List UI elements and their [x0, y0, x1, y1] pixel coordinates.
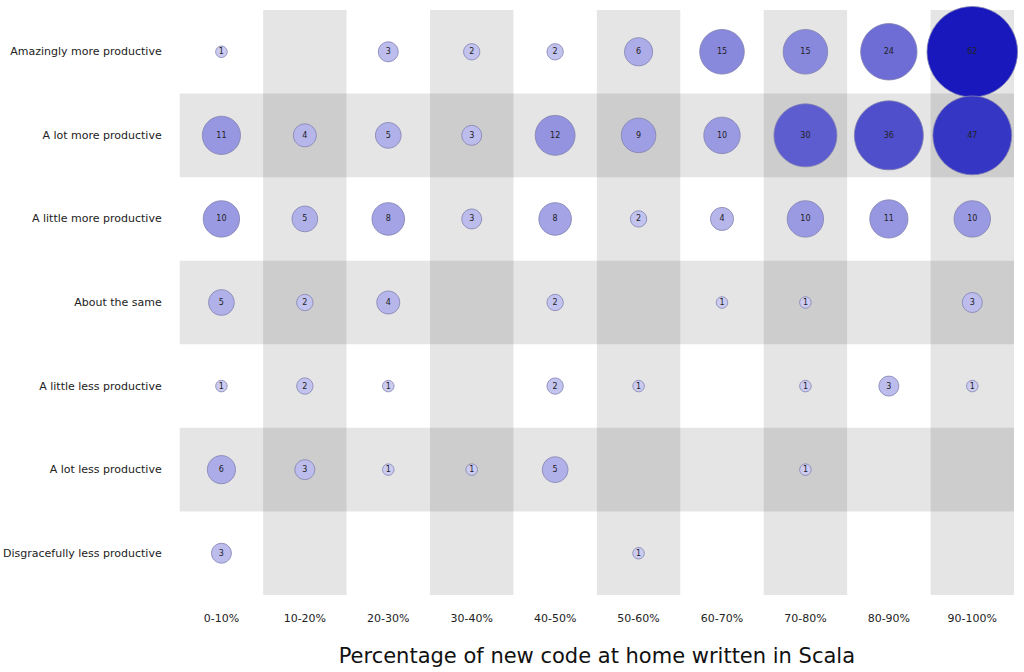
svg-text:10: 10	[216, 214, 226, 223]
svg-text:80-90%: 80-90%	[868, 612, 910, 625]
svg-text:2: 2	[469, 47, 474, 56]
svg-text:20-30%: 20-30%	[367, 612, 409, 625]
svg-text:24: 24	[884, 47, 894, 56]
svg-text:15: 15	[800, 47, 810, 56]
svg-text:A lot more productive: A lot more productive	[42, 129, 161, 142]
svg-text:1: 1	[803, 465, 808, 474]
svg-text:3: 3	[469, 131, 474, 140]
svg-text:11: 11	[216, 131, 226, 140]
svg-text:5: 5	[386, 131, 391, 140]
svg-text:Amazingly more productive: Amazingly more productive	[10, 45, 162, 58]
svg-text:36: 36	[884, 131, 894, 140]
svg-text:0-10%: 0-10%	[204, 612, 239, 625]
svg-text:2: 2	[553, 47, 558, 56]
svg-text:5: 5	[302, 214, 307, 223]
svg-text:10: 10	[800, 214, 810, 223]
svg-text:8: 8	[386, 214, 391, 223]
svg-text:4: 4	[386, 298, 391, 307]
svg-text:2: 2	[553, 298, 558, 307]
svg-text:6: 6	[636, 47, 641, 56]
svg-text:1: 1	[803, 298, 808, 307]
svg-text:15: 15	[717, 47, 727, 56]
svg-text:30-40%: 30-40%	[450, 612, 492, 625]
svg-text:10-20%: 10-20%	[284, 612, 326, 625]
svg-text:12: 12	[550, 131, 560, 140]
svg-text:60-70%: 60-70%	[701, 612, 743, 625]
svg-text:A little less productive: A little less productive	[39, 380, 162, 393]
svg-text:30: 30	[800, 131, 810, 140]
svg-text:3: 3	[469, 214, 474, 223]
svg-text:Percentage of new code at home: Percentage of new code at home written i…	[339, 644, 855, 668]
svg-text:11: 11	[884, 214, 894, 223]
svg-text:2: 2	[636, 214, 641, 223]
svg-text:1: 1	[719, 298, 724, 307]
svg-text:4: 4	[719, 214, 724, 223]
svg-text:1: 1	[803, 382, 808, 391]
svg-text:2: 2	[302, 382, 307, 391]
svg-text:9: 9	[636, 131, 641, 140]
svg-text:1: 1	[219, 382, 224, 391]
svg-text:About the same: About the same	[74, 296, 162, 309]
svg-text:47: 47	[967, 131, 977, 140]
svg-text:8: 8	[553, 214, 558, 223]
svg-text:10: 10	[717, 131, 727, 140]
svg-text:1: 1	[970, 382, 975, 391]
svg-text:10: 10	[967, 214, 977, 223]
svg-text:2: 2	[553, 382, 558, 391]
svg-text:62: 62	[967, 47, 977, 56]
svg-text:2: 2	[302, 298, 307, 307]
svg-text:3: 3	[886, 382, 891, 391]
svg-text:A lot less productive: A lot less productive	[50, 463, 162, 476]
svg-text:1: 1	[219, 47, 224, 56]
svg-text:1: 1	[636, 549, 641, 558]
svg-text:70-80%: 70-80%	[784, 612, 826, 625]
svg-text:1: 1	[386, 465, 391, 474]
svg-text:A little more productive: A little more productive	[32, 212, 162, 225]
svg-text:4: 4	[302, 131, 307, 140]
svg-text:1: 1	[386, 382, 391, 391]
svg-text:5: 5	[553, 465, 558, 474]
svg-text:3: 3	[970, 298, 975, 307]
svg-text:1: 1	[469, 465, 474, 474]
svg-text:1: 1	[636, 382, 641, 391]
svg-text:3: 3	[302, 465, 307, 474]
svg-text:Disgracefully less productive: Disgracefully less productive	[3, 547, 162, 560]
svg-text:3: 3	[219, 549, 224, 558]
svg-text:6: 6	[219, 465, 224, 474]
svg-text:5: 5	[219, 298, 224, 307]
svg-text:90-100%: 90-100%	[948, 612, 997, 625]
svg-text:50-60%: 50-60%	[617, 612, 659, 625]
svg-text:3: 3	[386, 47, 391, 56]
svg-text:40-50%: 40-50%	[534, 612, 576, 625]
